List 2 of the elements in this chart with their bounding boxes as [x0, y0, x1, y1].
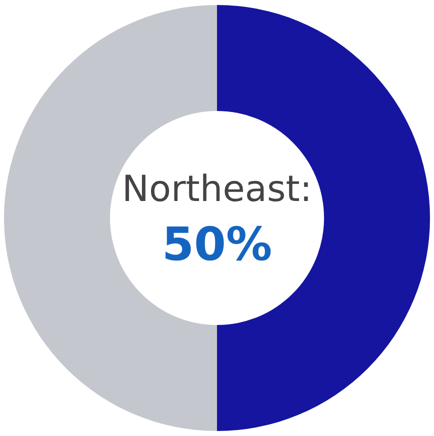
text: 50% [162, 217, 272, 271]
text: Northeast: [122, 169, 312, 210]
